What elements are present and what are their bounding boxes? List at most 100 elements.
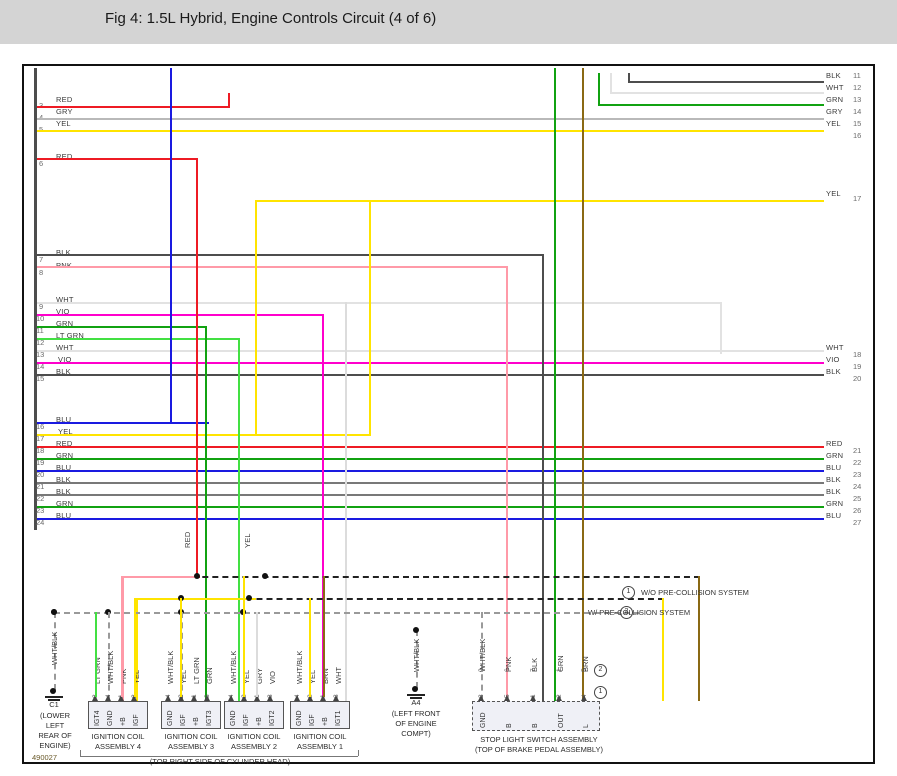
switch-arrow-4-icon xyxy=(556,695,562,701)
splice-dot-1b xyxy=(262,573,268,579)
left-pin-15: 15 xyxy=(36,374,45,383)
switch-pin-name-2: B xyxy=(506,723,513,728)
trunk-blu-left xyxy=(170,68,172,424)
c1-wire-label: WHT/BLK xyxy=(50,631,59,665)
coil1-connector[interactable] xyxy=(290,701,350,729)
coil3-wire-label-4: GRN xyxy=(205,667,214,684)
coil1-arrow-2-icon xyxy=(307,695,313,701)
wire-blu-pin16 xyxy=(37,422,208,424)
coil1-arrow-1-icon xyxy=(294,695,300,701)
left-pin-8: 8 xyxy=(39,268,44,277)
switch-wire-label-1: WHT/BLK xyxy=(478,638,487,672)
splice-label-red: RED xyxy=(183,531,192,548)
switch-marker-1-icon: 1 xyxy=(594,686,607,699)
a4-caption-line2: OF ENGINE xyxy=(395,719,437,728)
coil4-wire-label-2: WHT/BLK xyxy=(106,650,115,684)
c1-id: C1 xyxy=(49,700,59,709)
stop-light-switch-connector[interactable] xyxy=(472,701,600,731)
trunk-brn-switch xyxy=(582,68,584,701)
coil2-arrow-4-icon xyxy=(267,695,273,701)
left-pin-14: 14 xyxy=(36,362,45,371)
coil2-wire-label-1: WHT/BLK xyxy=(229,650,238,684)
coil2-stub-2 xyxy=(243,576,245,697)
left-pin-7: 7 xyxy=(39,255,44,264)
right-label-18: WHT xyxy=(826,343,844,352)
switch-pin-name-5: L xyxy=(583,724,590,728)
left-label-20: BLU xyxy=(56,463,72,472)
right-pin-18: 18 xyxy=(853,350,862,359)
coil4-stub-1 xyxy=(95,612,97,697)
wire-blu-pin20 xyxy=(37,470,824,472)
left-label-10: VIO xyxy=(56,307,70,316)
wire-blk-pin22 xyxy=(37,494,824,496)
left-label-6: RED xyxy=(56,152,73,161)
left-label-15: BLK xyxy=(56,367,71,376)
left-label-11: GRN xyxy=(56,319,74,328)
right-pin-23: 23 xyxy=(853,470,862,479)
trunk-pnk xyxy=(506,266,508,701)
splice-dot-2b xyxy=(246,595,252,601)
left-pin-5: 5 xyxy=(39,125,43,134)
legend-note-2: W/ PRE-COLLISION SYSTEM xyxy=(588,608,691,617)
coil1-pin-name-2: IGF xyxy=(309,714,316,726)
trunk-red-top xyxy=(228,93,230,108)
left-pin-6: 6 xyxy=(39,159,44,168)
switch-upper-num-2: 6 xyxy=(504,668,511,672)
switch-upper-num-1: 2 xyxy=(478,668,485,672)
right-label-17: YEL xyxy=(826,189,841,198)
right-label-25: BLK xyxy=(826,487,841,496)
left-label-24: BLU xyxy=(56,511,72,520)
coil3-wire-label-3: LT GRN xyxy=(192,657,201,684)
coil4-arrow-4-icon xyxy=(131,695,137,701)
coil1-name-line1: IGNITION COIL xyxy=(293,732,347,741)
left-pin-21: 21 xyxy=(36,482,45,491)
right-label-14: GRY xyxy=(826,107,843,116)
right-label-11: BLK xyxy=(826,71,841,80)
a4-id: A4 xyxy=(411,698,421,707)
left-pin-3: 3 xyxy=(39,101,43,110)
coil2-arrow-2-icon xyxy=(241,695,247,701)
coil3-arrow-4-icon xyxy=(204,695,210,701)
wire-wht-pin12-corner-v xyxy=(610,73,612,94)
coil4-stub-4 xyxy=(134,598,136,697)
left-pin-12: 12 xyxy=(36,338,45,347)
trunk-yel-mid xyxy=(369,200,371,434)
trunk-blk-switch xyxy=(542,254,544,701)
coil-group-brace xyxy=(80,756,358,757)
left-pin-22: 22 xyxy=(36,494,45,503)
coil2-connector[interactable] xyxy=(224,701,284,729)
splice-bus-2 xyxy=(136,598,664,600)
c1-splice-dot xyxy=(51,609,57,615)
coil2-wire-label-4: VIO xyxy=(268,671,277,684)
splice-bus-3 xyxy=(54,612,640,614)
coil1-wire-label-4: WHT xyxy=(334,666,343,684)
whtblk-drop-switch xyxy=(481,612,483,701)
coil4-stub-3 xyxy=(121,576,123,697)
left-connector-bar xyxy=(34,68,37,530)
a4-wire-label: WHT/BLK xyxy=(412,638,421,672)
coil3-name-line1: IGNITION COIL xyxy=(164,732,218,741)
coil4-connector[interactable] xyxy=(88,701,148,729)
left-label-22: BLK xyxy=(56,487,71,496)
coil3-connector[interactable] xyxy=(161,701,221,729)
right-pin-20: 20 xyxy=(853,374,862,383)
wire-red-pin18 xyxy=(37,446,824,448)
coil1-arrow-3-icon xyxy=(320,695,326,701)
left-pin-23: 23 xyxy=(36,506,45,515)
right-label-23: BLU xyxy=(826,463,842,472)
switch-arrow-1-icon xyxy=(478,695,484,701)
trunk-ltgrn xyxy=(238,338,240,701)
left-pin-18: 18 xyxy=(36,446,45,455)
coil3-wire-label-1: WHT/BLK xyxy=(166,650,175,684)
coil2-name-line1: IGNITION COIL xyxy=(227,732,281,741)
legend-marker-2-icon: 2 xyxy=(620,606,633,619)
left-label-9: WHT xyxy=(56,295,74,304)
coil2-pin-name-4: IGT2 xyxy=(269,710,276,726)
left-pin-9: 9 xyxy=(39,302,44,311)
right-pin-21: 21 xyxy=(853,446,862,455)
wire-vio-pin10 xyxy=(37,314,323,316)
coil1-wire-label-1: WHT/BLK xyxy=(295,650,304,684)
coil4-arrow-1-icon xyxy=(92,695,98,701)
left-label-18: RED xyxy=(56,439,73,448)
left-pin-17: 17 xyxy=(36,434,45,443)
